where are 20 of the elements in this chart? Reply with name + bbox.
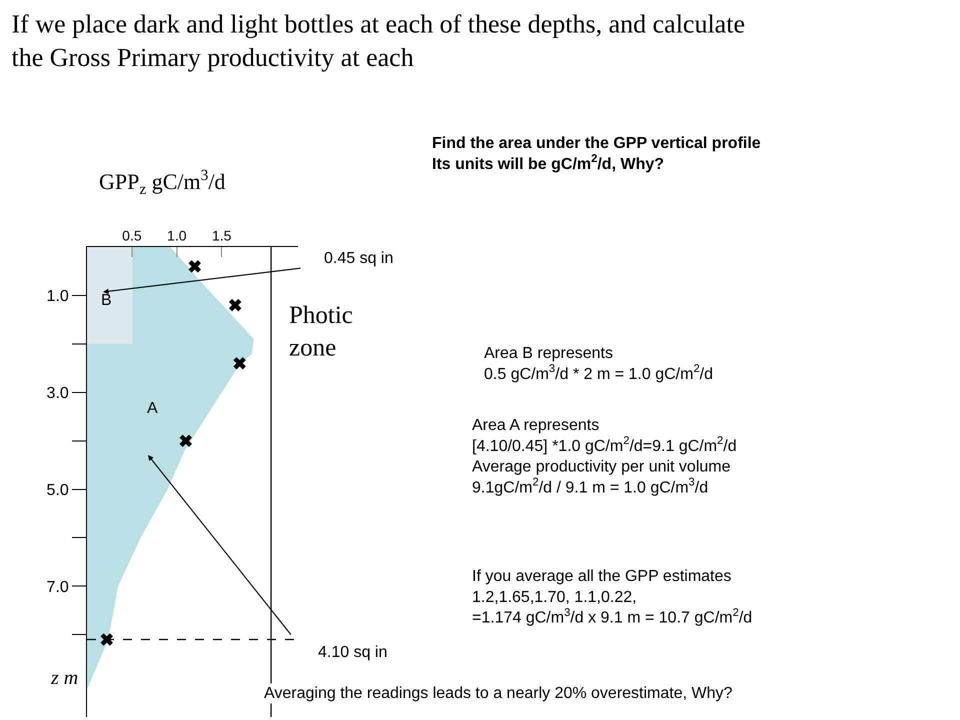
ref-line-label: Photic zone bbox=[289, 302, 353, 362]
annotation: Averaging the readings leads to a nearly 20% overestimate, Why? bbox=[264, 685, 733, 702]
y-tick-label: 1.0 bbox=[46, 288, 69, 306]
x-axis-title: GPP$_{z}$ gC/m$^{3}$/d bbox=[99, 167, 226, 198]
annotation: A bbox=[147, 400, 158, 417]
annotation: B bbox=[101, 292, 112, 309]
x-tick-label: 1.0 bbox=[167, 227, 187, 244]
text: Find the area under the GPP vertical profile Its units will be gC/m$^{2}$/d, Why? bbox=[432, 135, 761, 173]
text: Area B represents 0.5 gC/m$^{3}$/d * 2 m = 1.0 gC/m$^{2}$/d bbox=[484, 345, 714, 383]
text: 0.45 sq in bbox=[324, 250, 394, 267]
text: 4.10 sq in bbox=[318, 644, 388, 661]
x-tick-label: 0.5 bbox=[122, 227, 142, 244]
text: If you average all the GPP estimates 1.2,1.65,1.70, 1.1,0.22, =1.174 gC/m$^{3}$/d x 9.1 m = 10.7 gC/m$^{2}$/d bbox=[472, 568, 752, 627]
y-axis-title: z m bbox=[50, 667, 78, 689]
x-tick-label: 1.5 bbox=[212, 227, 232, 244]
y-tick-label: 5.0 bbox=[46, 482, 69, 499]
text: If we place dark and light bottles at each of these depths, and calculate the Gross Primary productivity at each bbox=[12, 9, 746, 72]
y-tick-label: 3.0 bbox=[46, 384, 69, 402]
y-tick-label: 7.0 bbox=[46, 578, 69, 596]
text: Area A represents [4.10/0.45] *1.0 gC/m$^{2}$/d=9.1 gC/m$^{2}$/d Average productivity per unit volume 9.1gC/m$^{2}$/d / 9.1 m = 1.0 gC/m$^{3}$/d bbox=[472, 417, 737, 496]
